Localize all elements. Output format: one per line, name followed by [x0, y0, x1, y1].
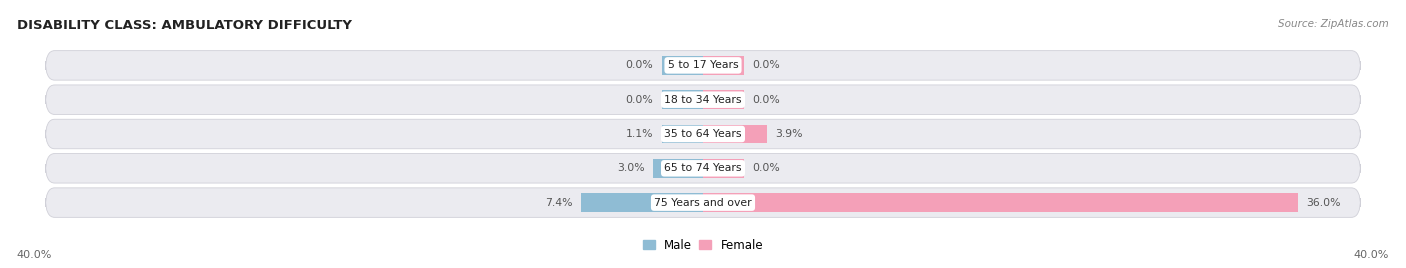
Bar [662, 56, 703, 75]
FancyBboxPatch shape [45, 85, 1361, 114]
Text: 3.9%: 3.9% [776, 129, 803, 139]
Text: 75 Years and over: 75 Years and over [654, 198, 752, 208]
FancyBboxPatch shape [45, 188, 1361, 217]
Text: 5 to 17 Years: 5 to 17 Years [668, 60, 738, 70]
Bar [703, 159, 744, 178]
Text: 40.0%: 40.0% [1354, 250, 1389, 260]
Text: Source: ZipAtlas.com: Source: ZipAtlas.com [1278, 19, 1389, 29]
Text: 18 to 34 Years: 18 to 34 Years [664, 95, 742, 105]
Text: 0.0%: 0.0% [626, 60, 654, 70]
Bar [662, 125, 703, 143]
Text: 0.0%: 0.0% [752, 95, 780, 105]
Bar [703, 90, 744, 109]
FancyBboxPatch shape [45, 51, 1361, 80]
FancyBboxPatch shape [45, 119, 1361, 149]
Text: 65 to 74 Years: 65 to 74 Years [664, 163, 742, 173]
Text: 35 to 64 Years: 35 to 64 Years [664, 129, 742, 139]
Text: 0.0%: 0.0% [626, 95, 654, 105]
Legend: Male, Female: Male, Female [643, 239, 763, 252]
Bar [703, 56, 744, 75]
FancyBboxPatch shape [45, 154, 1361, 183]
Bar [581, 193, 703, 212]
Bar [654, 159, 703, 178]
Text: DISABILITY CLASS: AMBULATORY DIFFICULTY: DISABILITY CLASS: AMBULATORY DIFFICULTY [17, 19, 352, 32]
Text: 0.0%: 0.0% [752, 163, 780, 173]
Text: 0.0%: 0.0% [752, 60, 780, 70]
Bar [662, 90, 703, 109]
Text: 40.0%: 40.0% [17, 250, 52, 260]
Text: 1.1%: 1.1% [626, 129, 654, 139]
Bar [703, 193, 1298, 212]
Text: 3.0%: 3.0% [617, 163, 645, 173]
Bar [703, 125, 768, 143]
Text: 7.4%: 7.4% [546, 198, 572, 208]
Text: 36.0%: 36.0% [1306, 198, 1340, 208]
